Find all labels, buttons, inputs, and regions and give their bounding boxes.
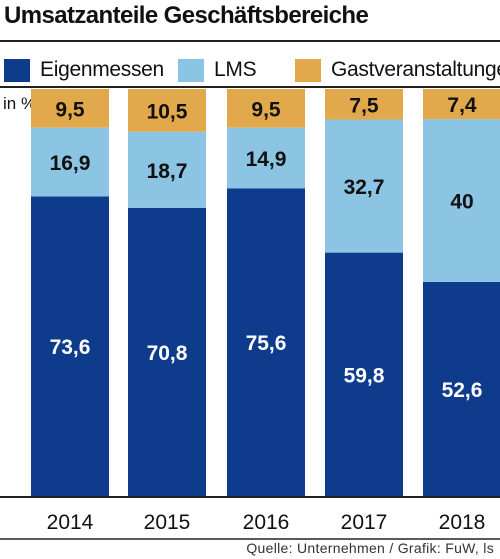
source-note: Quelle: Unternehmen / Grafik: FuW, ls <box>246 540 494 556</box>
legend-label-gastveranstaltungen: Gastveranstaltungen <box>331 58 500 81</box>
data-label-lms-2016: 14,9 <box>246 148 287 171</box>
bar-segment-eigenmessen-2015 <box>128 207 206 496</box>
data-label-gastveranstaltungen-2018: 7,4 <box>447 94 477 117</box>
data-label-eigenmessen-2017: 59,8 <box>344 364 385 387</box>
bar-segment-eigenmessen-2014 <box>31 196 109 496</box>
x-tick-label-2014: 2014 <box>47 511 94 534</box>
legend-label-eigenmessen: Eigenmessen <box>40 58 164 81</box>
data-label-gastveranstaltungen-2014: 9,5 <box>55 98 85 121</box>
bar-segment-gastveranstaltungen-2016 <box>227 89 305 128</box>
legend-swatch-gastveranstaltungen <box>295 58 321 82</box>
data-label-eigenmessen-2015: 70,8 <box>147 342 188 365</box>
legend-swatch-eigenmessen <box>4 58 30 82</box>
data-label-gastveranstaltungen-2017: 7,5 <box>349 94 379 117</box>
bar-segment-lms-2014 <box>31 127 109 197</box>
x-tick-label-2015: 2015 <box>144 511 191 534</box>
data-label-gastveranstaltungen-2015: 10,5 <box>147 100 188 123</box>
x-tick-label-2017: 2017 <box>341 511 388 534</box>
data-label-lms-2017: 32,7 <box>344 176 385 199</box>
data-label-eigenmessen-2018: 52,6 <box>442 379 483 402</box>
bar-segment-lms-2016 <box>227 127 305 189</box>
x-tick-label-2016: 2016 <box>243 511 290 534</box>
data-label-lms-2015: 18,7 <box>147 160 188 183</box>
bar-segment-eigenmessen-2017 <box>325 252 403 496</box>
bar-segment-gastveranstaltungen-2015 <box>128 89 206 132</box>
legend-label-lms: LMS <box>214 58 257 81</box>
x-tick-label-2018: 2018 <box>439 511 486 534</box>
bar-segment-lms-2015 <box>128 131 206 208</box>
legend-item-eigenmessen: Eigenmessen <box>4 57 164 83</box>
data-label-gastveranstaltungen-2016: 9,5 <box>251 98 281 121</box>
legend-item-gastveranstaltungen: Gastveranstaltungen <box>295 57 500 83</box>
title-rule <box>0 40 500 42</box>
legend-rule <box>0 86 500 88</box>
bar-segment-gastveranstaltungen-2018 <box>423 89 500 120</box>
data-label-eigenmessen-2014: 73,6 <box>50 336 91 359</box>
data-label-eigenmessen-2016: 75,6 <box>246 332 287 355</box>
stacked-bar-chart: 73,6 16,9 9,5 2014 70,8 18,7 10,5 2015 75,6 14,9 9… <box>0 89 500 540</box>
bar-segment-gastveranstaltungen-2014 <box>31 89 109 128</box>
chart-title: Umsatzanteile Geschäftsbereiche <box>4 2 369 29</box>
bar-segment-lms-2018 <box>423 119 500 282</box>
data-label-lms-2018: 40 <box>450 191 473 214</box>
bar-segment-eigenmessen-2016 <box>227 188 305 497</box>
legend-swatch-lms <box>178 58 204 82</box>
data-label-lms-2014: 16,9 <box>50 152 91 175</box>
bar-segment-eigenmessen-2018 <box>423 281 500 496</box>
legend-item-lms: LMS <box>178 57 257 83</box>
unit-label: in % <box>3 94 37 113</box>
bar-segment-gastveranstaltungen-2017 <box>325 89 403 120</box>
bar-segment-lms-2017 <box>325 119 403 253</box>
